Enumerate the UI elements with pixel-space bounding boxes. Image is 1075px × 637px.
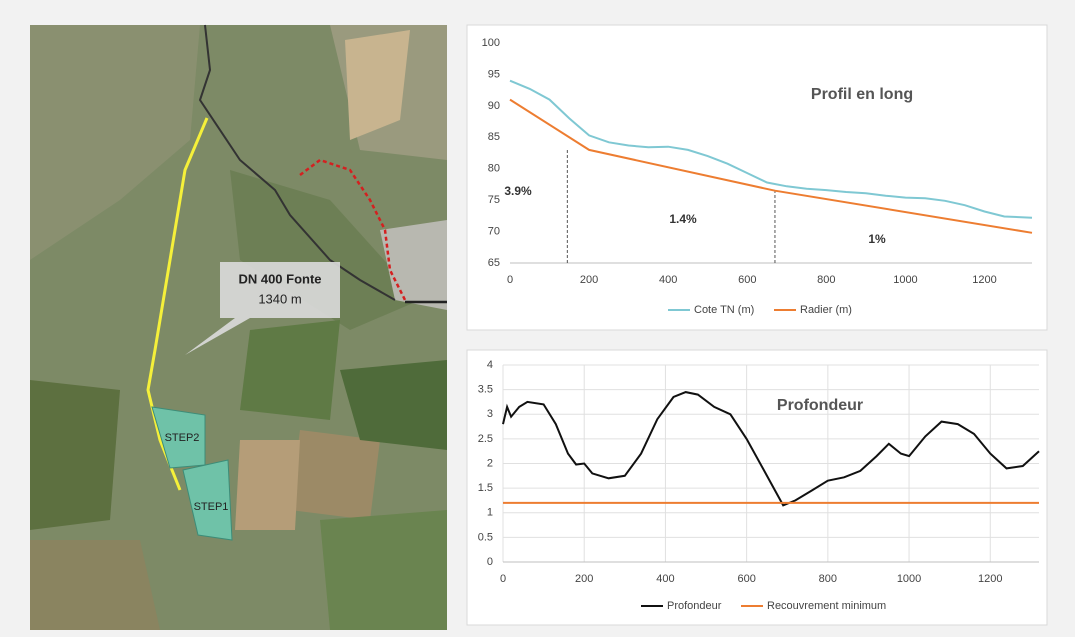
step-label: STEP1	[194, 501, 229, 513]
y-tick-label: 90	[488, 100, 500, 112]
legend-label: Profondeur	[667, 600, 722, 612]
series-line	[509, 79, 1033, 219]
y-tick-label: 1.5	[478, 482, 493, 494]
map-field	[290, 430, 380, 520]
y-tick-label: 3.5	[478, 384, 493, 396]
annotation: 1%	[868, 232, 886, 246]
map-field	[235, 440, 300, 530]
y-tick-label: 3	[487, 408, 493, 420]
x-tick-label: 400	[659, 274, 677, 286]
x-tick-label: 800	[819, 573, 837, 585]
y-tick-label: 95	[488, 68, 500, 80]
x-tick-label: 1000	[893, 274, 917, 286]
chart-title: Profil en long	[811, 86, 913, 103]
legend-label: Recouvrement minimum	[767, 600, 886, 612]
x-tick-label: 600	[738, 274, 756, 286]
series-line	[509, 98, 1033, 234]
x-tick-label: 600	[737, 573, 755, 585]
y-tick-label: 85	[488, 131, 500, 143]
callout	[185, 262, 340, 355]
sewer-path	[299, 158, 407, 301]
y-tick-label: 0.5	[478, 531, 493, 543]
y-tick-label: 0	[487, 556, 493, 568]
legend-label: Cote TN (m)	[694, 304, 754, 316]
x-tick-label: 200	[575, 573, 593, 585]
y-tick-label: 2.5	[478, 433, 493, 445]
legend-label: Radier (m)	[800, 304, 852, 316]
callout-title: DN 400 Fonte	[238, 271, 321, 286]
y-tick-label: 4	[487, 359, 493, 371]
x-tick-label: 0	[507, 274, 513, 286]
map-field	[340, 360, 447, 450]
x-tick-label: 1000	[897, 573, 921, 585]
y-tick-label: 65	[488, 257, 500, 269]
pipeline	[146, 117, 209, 491]
x-tick-label: 1200	[978, 573, 1002, 585]
y-tick-label: 100	[482, 37, 500, 49]
step1-area	[182, 459, 233, 541]
callout-length: 1340 m	[258, 291, 301, 306]
road	[198, 24, 396, 301]
x-tick-label: 400	[656, 573, 674, 585]
x-tick-label: 1200	[972, 274, 996, 286]
y-tick-label: 1	[487, 507, 493, 519]
y-tick-label: 70	[488, 225, 500, 237]
y-tick-label: 2	[487, 457, 493, 469]
annotation: 1.4%	[669, 212, 697, 226]
y-tick-label: 75	[488, 194, 500, 206]
y-tick-label: 80	[488, 163, 500, 175]
chart-title: Profondeur	[777, 397, 863, 414]
series-line	[502, 391, 1040, 507]
x-tick-label: 200	[580, 274, 598, 286]
x-tick-label: 800	[817, 274, 835, 286]
map-urban	[380, 220, 447, 310]
map-field	[345, 30, 410, 140]
map-field	[320, 510, 447, 630]
x-tick-label: 0	[500, 573, 506, 585]
map-field	[30, 380, 120, 530]
map-area	[30, 25, 200, 260]
map: STEP2 STEP1 DN 400 Fonte 1340 m	[30, 24, 447, 630]
map-field	[240, 320, 340, 420]
annotation: 3.9%	[504, 184, 532, 198]
step-label: STEP2	[165, 432, 200, 444]
map-field	[30, 540, 160, 630]
chart-panel	[466, 349, 1048, 626]
map-field	[230, 170, 420, 330]
